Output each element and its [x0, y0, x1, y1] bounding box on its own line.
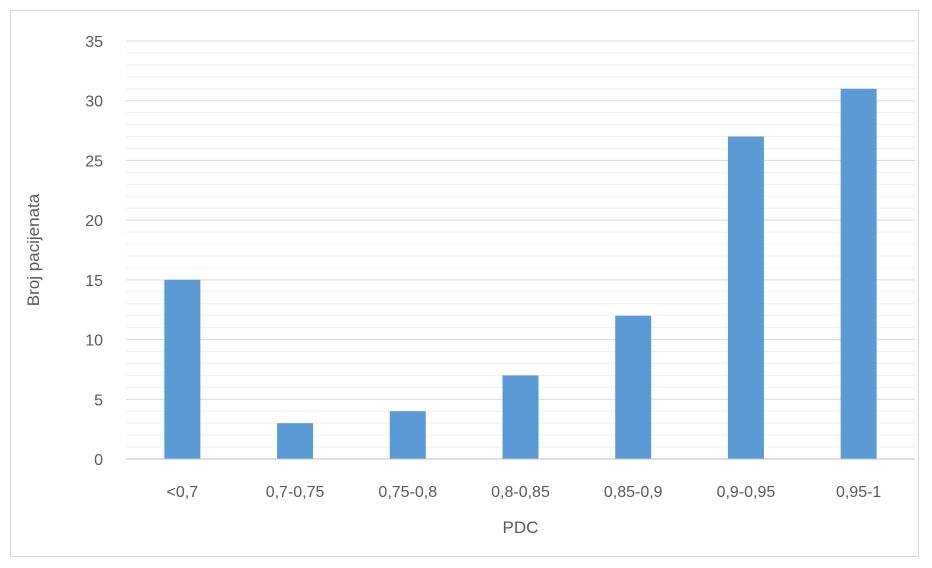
x-axis-tick-labels: <0,7 0,7-0,75 0,75-0,8 0,8-0,85 0,85-0,9 0,9-…: [167, 484, 882, 501]
x-tick-label: 0,75-0,8: [378, 484, 437, 501]
bar: [277, 423, 314, 459]
bar: [615, 315, 652, 459]
bar: [840, 88, 877, 460]
y-axis-tick-labels: 0 5 10 15 20 25 30 35: [85, 34, 103, 469]
gridlines: [126, 40, 915, 448]
bar: [389, 411, 426, 459]
bar: [727, 136, 764, 460]
y-tick-label: 15: [85, 273, 103, 290]
y-tick-label: 0: [94, 452, 103, 469]
x-tick-label: <0,7: [167, 484, 199, 501]
x-tick-label: 0,95-1: [836, 484, 881, 501]
y-tick-label: 30: [85, 94, 103, 111]
x-tick-label: 0,9-0,95: [717, 484, 776, 501]
x-tick-label: 0,8-0,85: [491, 484, 550, 501]
bar: [164, 279, 201, 459]
y-tick-label: 5: [94, 392, 103, 409]
x-tick-label: 0,7-0,75: [266, 484, 325, 501]
y-tick-label: 20: [85, 213, 103, 230]
y-axis-title: Broj pacijenata: [24, 193, 43, 306]
x-tick-label: 0,85-0,9: [604, 484, 663, 501]
bars: [164, 88, 877, 460]
y-tick-label: 35: [85, 34, 103, 51]
x-axis-title: PDC: [503, 518, 539, 537]
y-tick-label: 10: [85, 333, 103, 350]
y-tick-label: 25: [85, 153, 103, 170]
bar: [502, 375, 539, 459]
